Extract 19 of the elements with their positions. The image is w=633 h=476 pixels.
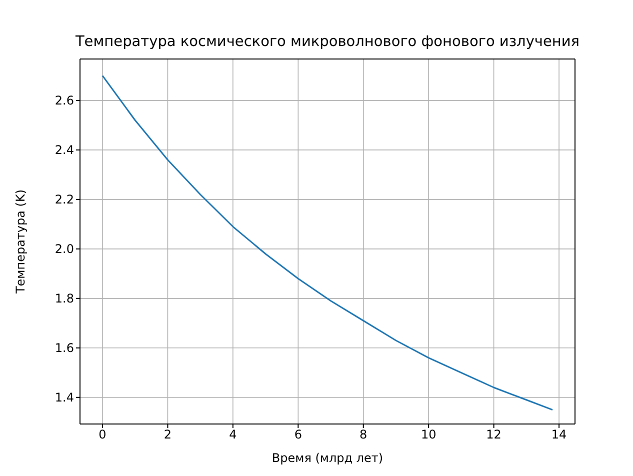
line-series [102, 74, 554, 411]
y-tick-label: 2.2 [54, 192, 74, 207]
y-tick-label: 2.0 [54, 242, 74, 256]
x-tick-label: 6 [294, 428, 302, 442]
chart-title: Температура космического микроволнового фонового излучения [74, 34, 581, 50]
y-tick-label: 1.4 [54, 390, 74, 405]
x-tick-label: 8 [360, 428, 368, 442]
y-tick-label: 2.4 [54, 143, 74, 158]
y-tick-label: 1.8 [54, 292, 74, 306]
x-tick-label: 2 [164, 428, 172, 442]
x-tick-label: 0 [98, 428, 106, 442]
y-tick-label: 2.6 [54, 94, 74, 108]
x-tick-label: 12 [486, 428, 502, 442]
x-tick-label: 4 [229, 428, 237, 442]
y-tick-label: 1.6 [54, 341, 74, 356]
x-axis-title: Время (млрд лет) [272, 451, 384, 465]
y-axis-title: Температура (K) [13, 189, 28, 295]
x-tick-label: 14 [551, 428, 567, 442]
x-tick-label: 10 [420, 428, 436, 442]
